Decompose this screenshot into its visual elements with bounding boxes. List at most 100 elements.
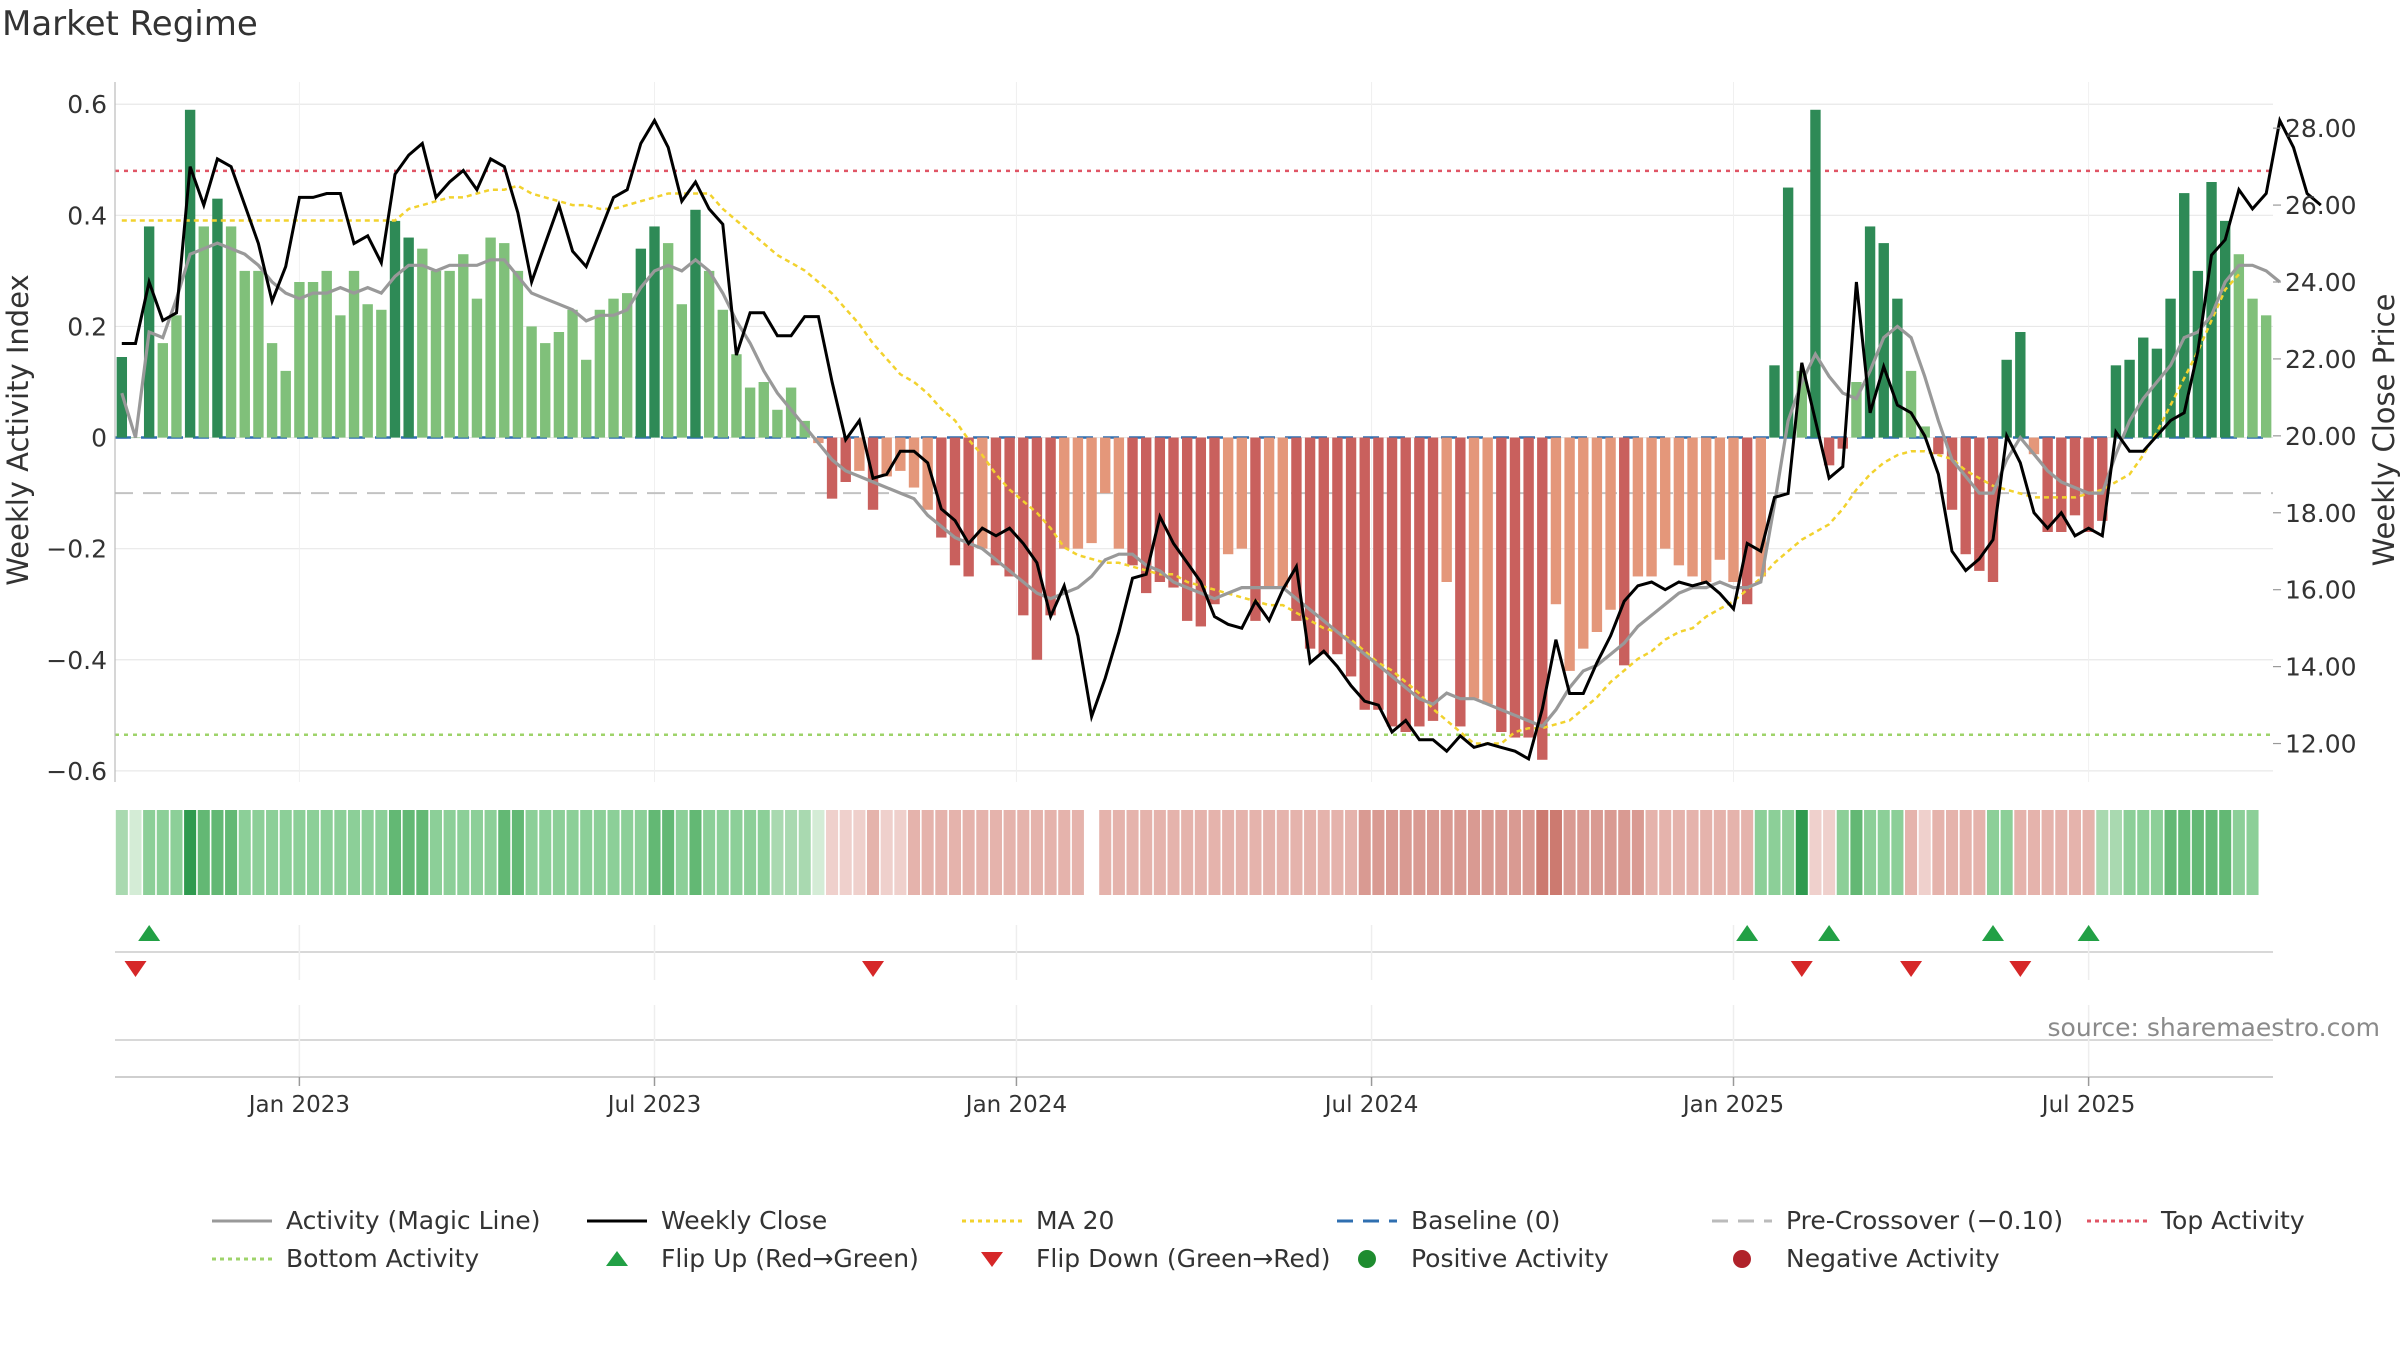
activity-bar: [1127, 437, 1138, 566]
y-tick-label: −0.6: [46, 757, 107, 786]
legend-label: Flip Down (Green→Red): [1036, 1244, 1331, 1273]
activity-bar: [1673, 437, 1685, 566]
activity-bar: [171, 315, 182, 438]
activity-bar: [1154, 437, 1166, 582]
regime-cell: [1768, 810, 1781, 895]
activity-bar: [1222, 437, 1234, 555]
activity-bar: [1359, 437, 1370, 710]
regime-cell: [184, 810, 197, 895]
regime-cell: [266, 810, 279, 895]
activity-bar: [1619, 437, 1630, 666]
regime-cell: [1782, 810, 1795, 895]
activity-bar: [785, 387, 797, 438]
activity-bar: [2083, 437, 2094, 532]
regime-cell: [621, 810, 634, 895]
legend-item: Flip Down (Green→Red): [960, 1244, 1331, 1273]
activity-bar: [1605, 437, 1616, 610]
x-tick-label: Jan 2025: [1681, 1092, 1784, 1118]
activity-bar: [2206, 182, 2217, 438]
activity-bar: [458, 254, 469, 438]
regime-cell: [1194, 810, 1207, 895]
activity-bar: [1905, 370, 1917, 438]
activity-bar: [1031, 437, 1043, 660]
series-lines: [120, 115, 2322, 762]
activity-bar: [1564, 437, 1575, 671]
regime-cell: [757, 810, 770, 895]
activity-bar: [635, 248, 647, 438]
activity-bar: [1591, 437, 1603, 632]
activity-bar: [1318, 437, 1329, 655]
flip-markers: [115, 925, 2273, 1077]
legend-item: Baseline (0): [1335, 1206, 1560, 1235]
regime-cell: [2014, 810, 2027, 895]
regime-cell: [826, 810, 839, 895]
flip-up-marker: [1982, 925, 2005, 941]
legend-line-swatch: [585, 1211, 649, 1231]
activity-bar: [417, 248, 428, 438]
activity-bar: [1086, 437, 1097, 544]
activity-bar: [307, 282, 319, 438]
regime-cell: [744, 810, 757, 895]
regime-cell: [1317, 810, 1330, 895]
activity-bar: [922, 437, 933, 510]
regime-cell: [730, 810, 743, 895]
activity-bar: [1851, 382, 1862, 438]
regime-cell: [662, 810, 675, 895]
activity-bar: [1578, 437, 1589, 649]
regime-cell: [1304, 810, 1317, 895]
y2-tick-label: 22.00: [2285, 345, 2357, 374]
activity-bar: [908, 437, 920, 488]
regime-cell: [1044, 810, 1057, 895]
regime-cell: [1017, 810, 1030, 895]
regime-cell: [1700, 810, 1713, 895]
activity-bar: [403, 237, 414, 438]
activity-bar: [2110, 365, 2122, 438]
activity-bar: [376, 309, 387, 438]
legend-label: Negative Activity: [1786, 1244, 2000, 1273]
activity-bar: [1181, 437, 1193, 621]
regime-cell: [1905, 810, 1918, 895]
legend-item: Positive Activity: [1335, 1244, 1609, 1273]
activity-bar: [2042, 437, 2053, 532]
legend-line-swatch: [960, 1211, 1024, 1231]
axes: 0.6 0.4 0.2 0 −0.2 −0.4 −0.6 28.00 26.00 24.00 22.…: [46, 82, 2357, 786]
regime-cell: [375, 810, 388, 895]
y2-tick-label: 26.00: [2285, 191, 2357, 220]
regime-cell: [2082, 810, 2095, 895]
activity-bar: [826, 437, 838, 499]
activity-bar: [266, 343, 278, 438]
regime-cell: [1549, 810, 1562, 895]
legend-label: Baseline (0): [1411, 1206, 1561, 1235]
regime-cell: [948, 810, 962, 895]
legend-label: Pre-Crossover (−0.10): [1786, 1206, 2064, 1235]
activity-bar: [184, 109, 196, 438]
y2-tick-label: 16.00: [2285, 576, 2357, 605]
regime-cell: [1495, 810, 1508, 895]
flip-down-marker: [1900, 961, 1923, 977]
activity-bar: [1277, 437, 1288, 588]
regime-cell: [935, 810, 948, 895]
activity-bar: [1523, 437, 1534, 738]
flip-up-marker: [1818, 925, 1841, 941]
regime-cell: [225, 810, 238, 895]
activity-bar: [1414, 437, 1425, 727]
regime-cell: [402, 810, 415, 895]
regime-cell: [1946, 810, 1959, 895]
activity-bar: [2220, 220, 2231, 438]
activity-bar: [608, 298, 619, 438]
activity-bar: [1496, 437, 1507, 732]
regime-cell: [525, 810, 538, 895]
activity-bar: [662, 243, 674, 438]
x-tick-label: Jul 2024: [1323, 1092, 1419, 1118]
activity-bar: [2138, 337, 2149, 438]
regime-cell: [607, 810, 620, 895]
legend: Activity (Magic Line) Weekly Close MA 20 Ba…: [210, 1206, 2360, 1282]
regime-cell: [1331, 810, 1344, 895]
activity-bar: [485, 237, 496, 438]
activity-bar: [594, 309, 606, 438]
activity-bar: [1004, 437, 1015, 577]
activity-bar: [1263, 437, 1275, 588]
regime-cell: [1345, 810, 1358, 895]
regime-cell: [1003, 810, 1016, 895]
activity-bar: [1291, 437, 1302, 621]
